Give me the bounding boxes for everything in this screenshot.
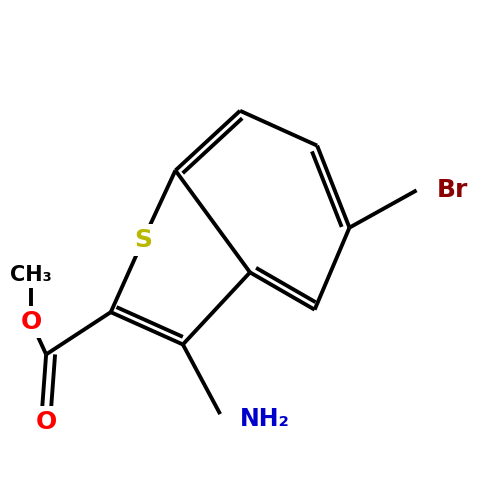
Text: NH₂: NH₂ [240, 407, 290, 431]
Text: CH₃: CH₃ [10, 265, 52, 285]
Text: Br: Br [436, 178, 468, 203]
Text: O: O [20, 310, 42, 334]
Text: O: O [36, 410, 57, 434]
Text: S: S [134, 228, 152, 252]
